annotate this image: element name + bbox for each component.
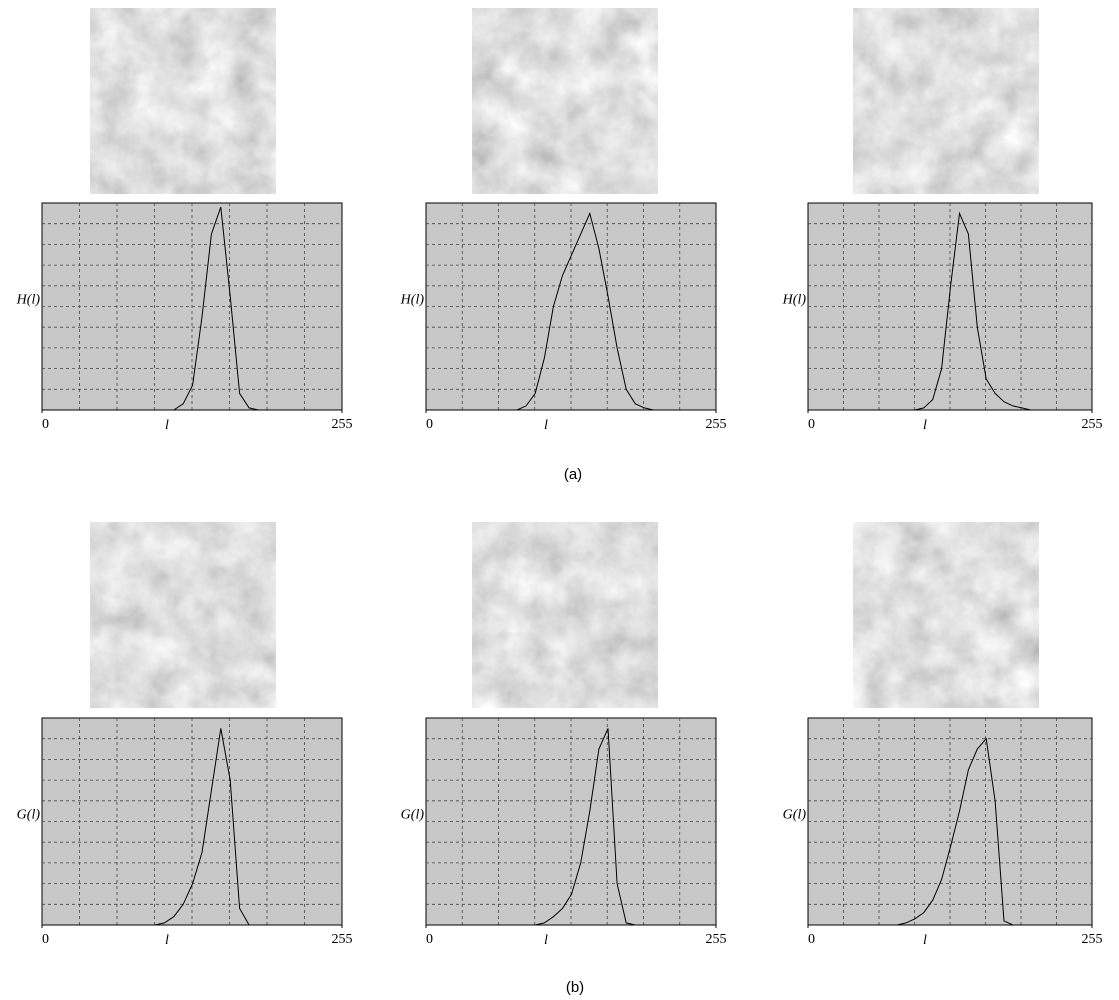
x-tick-label: 255 (706, 417, 727, 432)
x-axis-label: l (923, 418, 927, 433)
x-tick-label: 0 (808, 932, 815, 947)
x-axis-label: l (923, 933, 927, 948)
histogram-line (42, 206, 342, 411)
palm-image (472, 8, 658, 194)
x-tick-label: 0 (42, 932, 49, 947)
palm-image (90, 522, 276, 708)
x-tick-label: 0 (426, 417, 433, 432)
caption: (b) (566, 979, 584, 996)
x-tick-label: 255 (706, 932, 727, 947)
y-axis-label: G(l) (17, 808, 41, 823)
x-tick-label: 255 (1082, 417, 1103, 432)
histogram-line (426, 728, 716, 926)
histogram-line (42, 728, 342, 926)
y-axis-label: H(l) (16, 293, 41, 308)
x-tick-label: 255 (1082, 932, 1103, 947)
histogram-line (808, 211, 1092, 411)
palm-image (853, 522, 1039, 708)
palm-image (90, 8, 276, 194)
histogram-line (808, 737, 1092, 926)
y-axis-label: G(l) (783, 808, 807, 823)
x-axis-label: l (544, 418, 548, 433)
histogram-line (426, 211, 716, 411)
y-axis-label: G(l) (401, 808, 425, 823)
y-axis-label: H(l) (782, 293, 807, 308)
palm-image (853, 8, 1039, 194)
x-tick-label: 0 (808, 417, 815, 432)
x-tick-label: 0 (426, 932, 433, 947)
y-axis-label: H(l) (400, 293, 425, 308)
x-axis-label: l (544, 933, 548, 948)
x-axis-label: l (165, 418, 169, 433)
x-tick-label: 0 (42, 417, 49, 432)
x-axis-label: l (165, 933, 169, 948)
x-tick-label: 255 (332, 932, 353, 947)
caption: (a) (564, 466, 582, 483)
palm-image (472, 522, 658, 708)
x-tick-label: 255 (332, 417, 353, 432)
